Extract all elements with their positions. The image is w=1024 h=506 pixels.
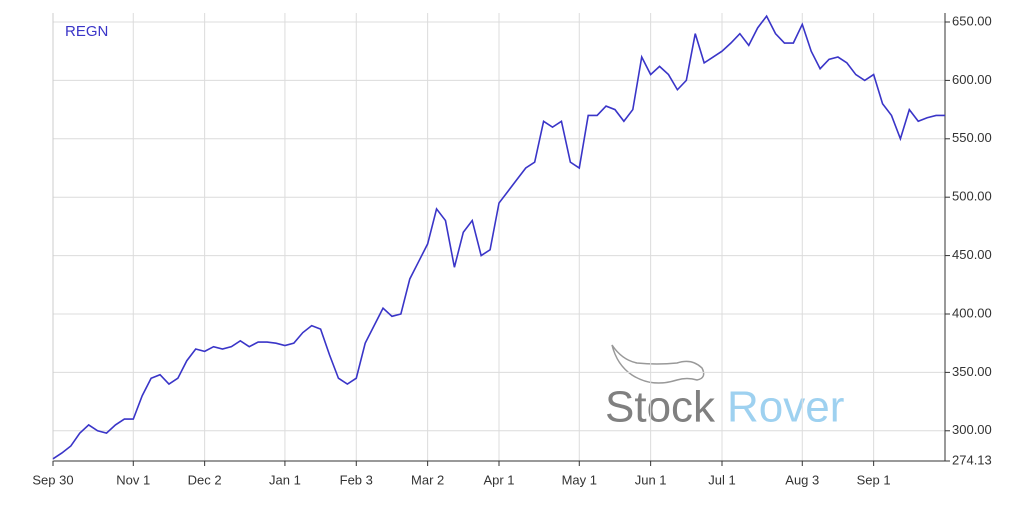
y-tick-label: 350.00 <box>952 364 992 379</box>
x-tick-label: Aug 3 <box>785 472 819 487</box>
x-tick-label: Sep 1 <box>857 472 891 487</box>
x-tick-label: Apr 1 <box>483 472 514 487</box>
watermark-dog <box>611 344 705 384</box>
y-tick-label: 600.00 <box>952 72 992 87</box>
y-tick-label: 400.00 <box>952 305 992 320</box>
y-tick-label: 274.13 <box>952 452 992 467</box>
y-tick-label: 450.00 <box>952 247 992 262</box>
x-tick-label: Jun 1 <box>635 472 667 487</box>
x-tick-label: May 1 <box>562 472 597 487</box>
x-tick-label: Jul 1 <box>708 472 735 487</box>
y-tick-label: 300.00 <box>952 422 992 437</box>
price-line <box>52 14 945 460</box>
y-tick-label: 550.00 <box>952 130 992 145</box>
y-tick-label: 500.00 <box>952 189 992 204</box>
x-tick-label: Feb 3 <box>340 472 373 487</box>
x-tick-label: Nov 1 <box>116 472 150 487</box>
watermark: Stock Rover <box>605 344 844 432</box>
y-tick-label: 650.00 <box>952 13 992 28</box>
legend-label: REGN <box>65 23 108 40</box>
x-tick-label: Dec 2 <box>188 472 222 487</box>
watermark-text: Rover <box>727 383 844 432</box>
x-tick-label: Mar 2 <box>411 472 444 487</box>
watermark-text: Stock <box>605 383 716 432</box>
x-tick-label: Sep 30 <box>32 472 73 487</box>
x-tick-label: Jan 1 <box>269 472 301 487</box>
